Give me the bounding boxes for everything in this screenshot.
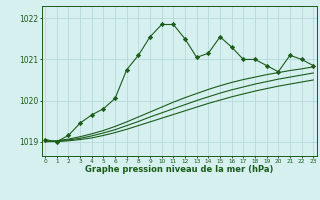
X-axis label: Graphe pression niveau de la mer (hPa): Graphe pression niveau de la mer (hPa) [85, 165, 273, 174]
